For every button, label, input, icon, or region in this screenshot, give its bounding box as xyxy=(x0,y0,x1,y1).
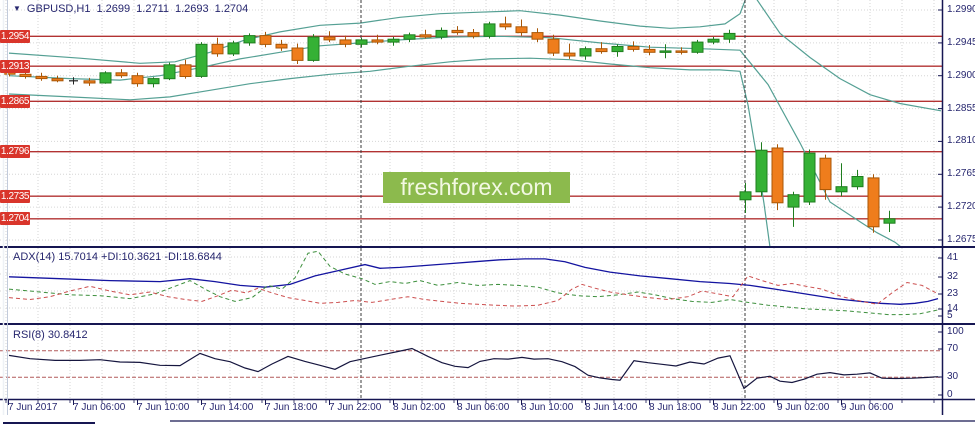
low-value: 1.2693 xyxy=(174,3,209,15)
chevron-down-icon: ▼ xyxy=(13,4,21,13)
close-value: 1.2704 xyxy=(214,3,249,15)
ohlc-header: ▼ GBPUSD,H1 1.2699 1.2711 1.2693 1.2704 xyxy=(13,3,248,15)
rsi-indicator-label: RSI(8) 30.8412 xyxy=(13,329,88,341)
open-value: 1.2699 xyxy=(96,3,131,15)
broker-watermark: freshforex.com xyxy=(383,172,570,203)
high-value: 1.2711 xyxy=(136,3,169,15)
candles-layer xyxy=(3,16,896,233)
rsi-lines xyxy=(0,347,942,390)
adx-lines xyxy=(8,250,939,316)
grid-layer xyxy=(0,0,942,398)
symbol-period-label: GBPUSD,H1 xyxy=(26,3,91,15)
adx-indicator-label: ADX(14) 15.7014 +DI:10.3621 -DI:18.6844 xyxy=(13,251,222,263)
bollinger-bands xyxy=(8,0,942,246)
